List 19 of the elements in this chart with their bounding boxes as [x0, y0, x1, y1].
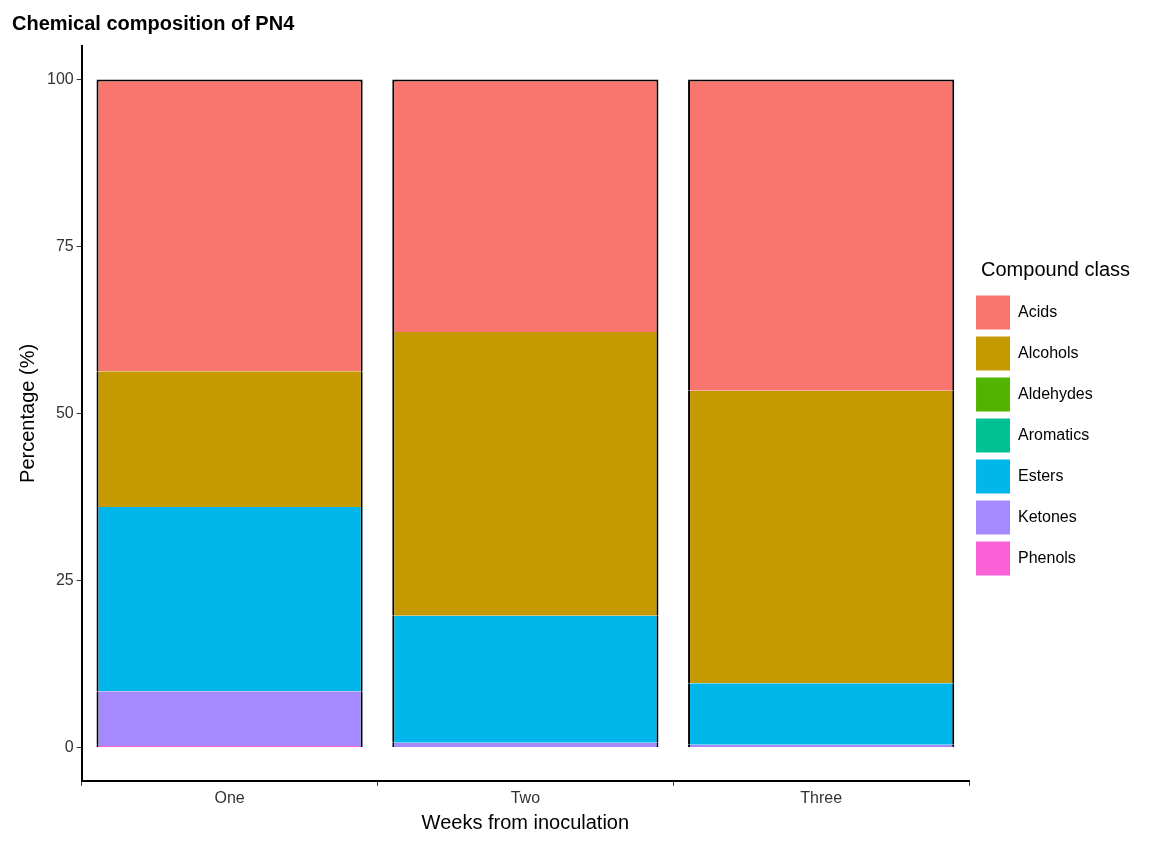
legend-label: Ketones [1018, 507, 1077, 525]
y-tick-label: 100 [46, 69, 74, 87]
chart-title: Chemical composition of PN4 [12, 11, 296, 34]
x-tick-label: Three [800, 788, 843, 806]
y-axis-title: Percentage (%) [15, 343, 38, 483]
legend-title: Compound class [981, 258, 1130, 281]
legend-label: Aldehydes [1018, 384, 1093, 402]
y-tick-label: 25 [55, 570, 74, 588]
x-axis-title: Weeks from inoculation [421, 810, 630, 833]
legend-label: Phenols [1018, 548, 1076, 566]
legend-label: Acids [1018, 302, 1058, 320]
x-tick-label: Two [510, 788, 541, 806]
y-tick-label: 0 [64, 737, 74, 755]
legend-label: Aromatics [1018, 425, 1090, 443]
legend-label: Alcohols [1018, 343, 1079, 361]
y-tick-label: 50 [55, 403, 74, 421]
legend-label: Esters [1018, 466, 1064, 484]
y-tick-label: 75 [55, 236, 74, 254]
x-tick-label: One [214, 788, 245, 806]
